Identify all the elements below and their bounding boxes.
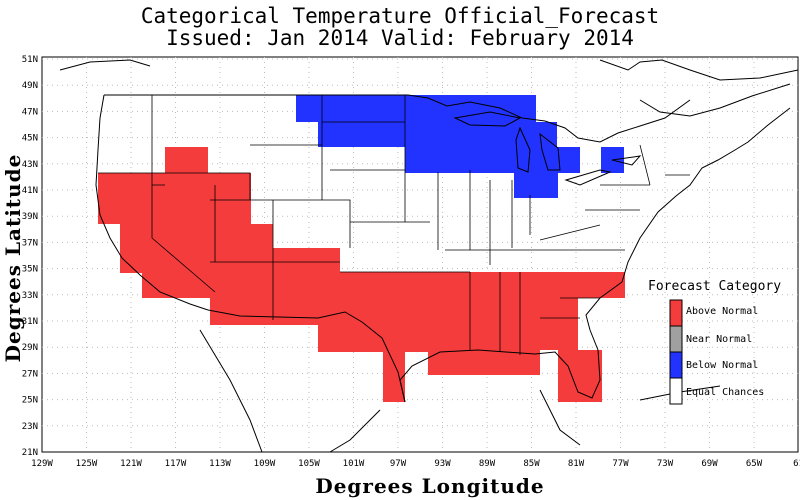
x-tick-labels: 129W 125W 121W 117W 113W 109W 105W 101W 97W 93W 89… bbox=[31, 459, 800, 469]
y-tick-label: 47N bbox=[22, 107, 38, 117]
y-tick-label: 31N bbox=[22, 317, 38, 327]
y-tick-label: 33N bbox=[22, 291, 38, 301]
legend-swatch-above bbox=[669, 299, 683, 327]
x-tick-label: 93W bbox=[434, 459, 451, 469]
legend: Forecast Category Above Normal Near Norm… bbox=[648, 279, 781, 405]
x-tick-label: 125W bbox=[76, 459, 98, 469]
legend-swatch-near bbox=[669, 325, 683, 353]
x-tick-label: 77W bbox=[612, 459, 629, 469]
above-normal-region bbox=[98, 147, 625, 402]
y-tick-label: 25N bbox=[22, 396, 38, 406]
x-tick-label: 101W bbox=[343, 459, 365, 469]
x-tick-label: 113W bbox=[209, 459, 231, 469]
legend-label-below: Below Normal bbox=[686, 360, 758, 371]
y-tick-label: 27N bbox=[22, 369, 38, 379]
legend-swatch-below bbox=[669, 351, 683, 379]
map-subtitle: Issued: Jan 2014 Valid: February 2014 bbox=[166, 26, 634, 50]
x-tick-label: 65W bbox=[746, 459, 763, 469]
x-tick-label: 81W bbox=[568, 459, 585, 469]
y-tick-labels: 21N 23N 25N 27N 29N 31N 33N 35N 37N 39N 41N 43N 45N 4… bbox=[22, 55, 38, 458]
legend-label-near: Near Normal bbox=[686, 334, 752, 345]
x-tick-label: 97W bbox=[390, 459, 407, 469]
y-tick-label: 41N bbox=[22, 186, 38, 196]
x-tick-label: 121W bbox=[120, 459, 142, 469]
legend-label-above: Above Normal bbox=[686, 306, 758, 317]
y-tick-label: 29N bbox=[22, 343, 38, 353]
x-tick-label: 109W bbox=[254, 459, 276, 469]
y-tick-label: 51N bbox=[22, 55, 38, 65]
y-tick-label: 43N bbox=[22, 160, 38, 170]
x-tick-label: 85W bbox=[523, 459, 540, 469]
y-tick-label: 45N bbox=[22, 134, 38, 144]
y-tick-label: 21N bbox=[22, 448, 38, 458]
x-axis-label: Degrees Longitude bbox=[315, 474, 545, 498]
legend-title: Forecast Category bbox=[648, 279, 781, 294]
y-tick-label: 49N bbox=[22, 81, 38, 91]
state-lines bbox=[98, 95, 690, 355]
boundaries bbox=[59, 59, 799, 453]
x-tick-label: 105W bbox=[298, 459, 320, 469]
x-tick-label: 117W bbox=[165, 459, 187, 469]
y-tick-label: 23N bbox=[22, 422, 38, 432]
x-tick-label: 89W bbox=[479, 459, 496, 469]
legend-swatch-equal bbox=[669, 377, 683, 405]
map-title: Categorical Temperature Official_Forecas… bbox=[140, 4, 660, 28]
x-tick-label: 73W bbox=[657, 459, 674, 469]
x-tick-label: 69W bbox=[701, 459, 718, 469]
legend-label-equal: Equal Chances bbox=[686, 387, 764, 398]
x-tick-label: 129W bbox=[31, 459, 53, 469]
y-tick-label: 39N bbox=[22, 212, 38, 222]
y-tick-label: 35N bbox=[22, 265, 38, 275]
y-tick-label: 37N bbox=[22, 238, 38, 248]
x-tick-label: 61 bbox=[793, 459, 800, 469]
